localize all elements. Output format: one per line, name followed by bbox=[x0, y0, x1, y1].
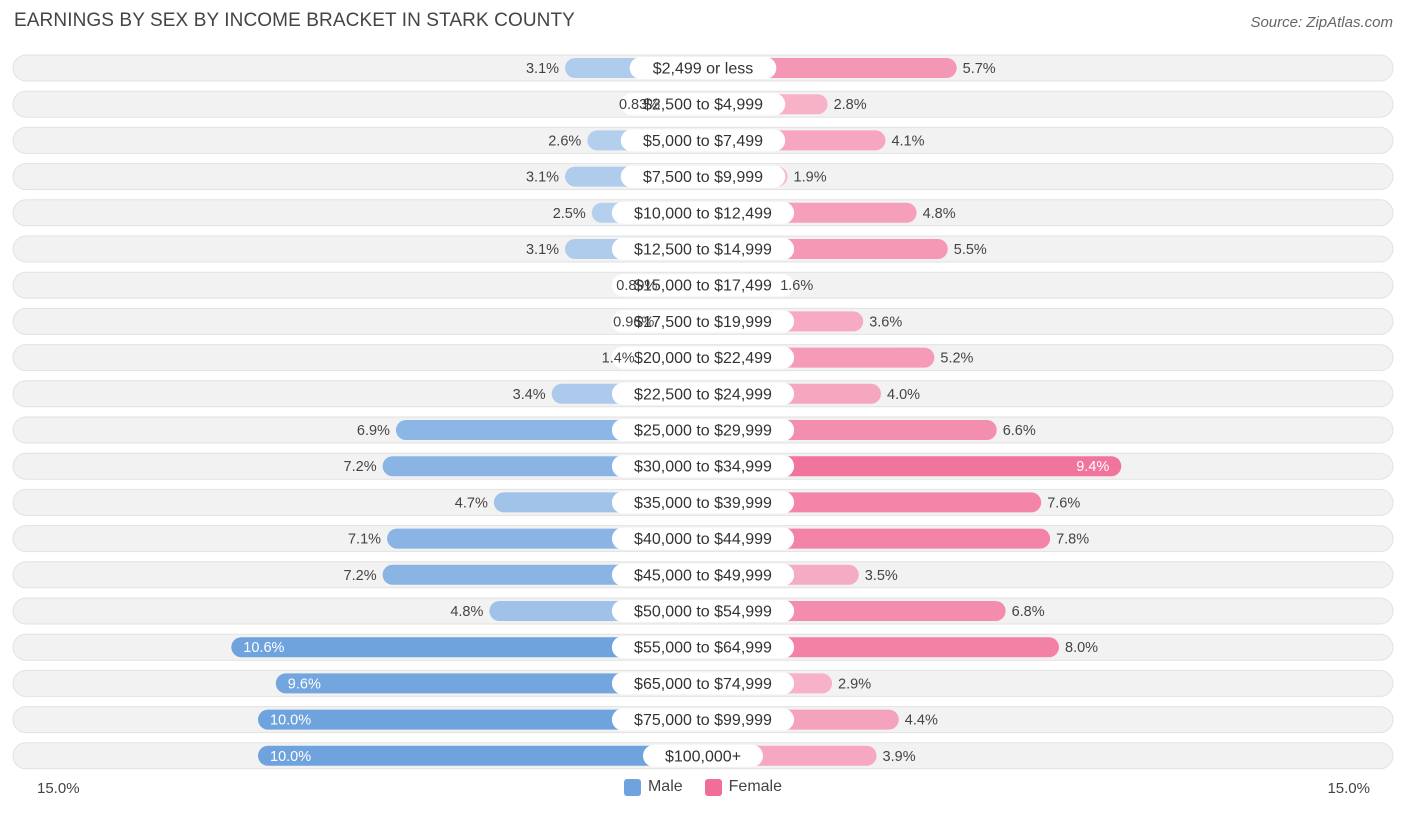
value-label-male: 3.1% bbox=[526, 242, 559, 258]
category-label: $45,000 to $49,999 bbox=[634, 567, 772, 584]
category-label: $55,000 to $64,999 bbox=[634, 640, 772, 657]
value-label-female: 4.4% bbox=[905, 713, 938, 729]
category-label: $40,000 to $44,999 bbox=[634, 531, 772, 548]
bar-male bbox=[258, 709, 703, 730]
axis-left-max-label: 15.0% bbox=[37, 780, 80, 797]
value-label-male: 10.6% bbox=[243, 640, 284, 656]
value-label-male: 6.9% bbox=[357, 423, 390, 439]
value-label-female: 2.9% bbox=[838, 676, 871, 692]
value-label-male: 0.96% bbox=[613, 314, 654, 330]
value-label-female: 3.6% bbox=[869, 314, 902, 330]
value-label-female: 1.6% bbox=[780, 278, 813, 294]
category-pill bbox=[643, 744, 763, 767]
value-label-male: 7.2% bbox=[344, 568, 377, 584]
category-label: $5,000 to $7,499 bbox=[643, 133, 763, 150]
value-label-female: 1.9% bbox=[794, 170, 827, 186]
value-label-female: 5.7% bbox=[963, 61, 996, 77]
bar-female bbox=[703, 456, 1122, 477]
category-label: $12,500 to $14,999 bbox=[634, 242, 772, 259]
category-label: $17,500 to $19,999 bbox=[634, 314, 772, 331]
chart-source: Source: ZipAtlas.com bbox=[1250, 14, 1393, 31]
category-label: $75,000 to $99,999 bbox=[634, 712, 772, 729]
value-label-female: 3.5% bbox=[865, 568, 898, 584]
value-label-female: 4.8% bbox=[923, 206, 956, 222]
category-label: $20,000 to $22,499 bbox=[634, 350, 772, 367]
category-pill bbox=[611, 310, 795, 333]
category-label: $100,000+ bbox=[665, 748, 741, 765]
category-pill bbox=[620, 165, 786, 188]
category-pill bbox=[611, 382, 795, 405]
category-label: $30,000 to $34,999 bbox=[634, 459, 772, 476]
value-label-male: 7.1% bbox=[348, 532, 381, 548]
category-pill bbox=[611, 636, 795, 659]
value-label-female: 4.0% bbox=[887, 387, 920, 403]
category-pill bbox=[620, 93, 786, 116]
value-label-female: 6.8% bbox=[1012, 604, 1045, 620]
bar-male bbox=[258, 745, 703, 766]
category-label: $15,000 to $17,499 bbox=[634, 278, 772, 295]
category-label: $22,500 to $24,999 bbox=[634, 386, 772, 403]
chart-title: EARNINGS BY SEX BY INCOME BRACKET IN STA… bbox=[14, 10, 575, 31]
category-pill bbox=[611, 672, 795, 695]
category-pill bbox=[611, 527, 795, 550]
value-label-male: 4.8% bbox=[450, 604, 483, 620]
category-label: $25,000 to $29,999 bbox=[634, 423, 772, 440]
value-label-male: 2.5% bbox=[553, 206, 586, 222]
value-label-female: 6.6% bbox=[1003, 423, 1036, 439]
category-label: $35,000 to $39,999 bbox=[634, 495, 772, 512]
category-label: $10,000 to $12,499 bbox=[634, 205, 772, 222]
value-label-female: 7.6% bbox=[1047, 495, 1080, 511]
legend-item-male[interactable]: Male bbox=[623, 778, 683, 796]
value-label-male: 10.0% bbox=[270, 713, 311, 729]
category-pill bbox=[611, 491, 795, 514]
value-label-female: 3.9% bbox=[883, 749, 916, 765]
value-label-male: 2.6% bbox=[548, 133, 581, 149]
category-label: $65,000 to $74,999 bbox=[634, 676, 772, 693]
category-pill bbox=[611, 238, 795, 260]
category-pill bbox=[629, 57, 777, 79]
value-label-male: 9.6% bbox=[288, 676, 321, 692]
value-label-female: 7.8% bbox=[1056, 532, 1089, 548]
legend-item-female[interactable]: Female bbox=[704, 778, 783, 796]
category-pill bbox=[611, 708, 795, 731]
value-label-female: 9.4% bbox=[1076, 459, 1109, 475]
category-label: $50,000 to $54,999 bbox=[634, 604, 772, 621]
value-label-female: 8.0% bbox=[1065, 640, 1098, 656]
category-pill bbox=[611, 600, 795, 622]
axis-right-max-label: 15.0% bbox=[1327, 780, 1370, 797]
value-label-male: 0.89% bbox=[616, 278, 657, 294]
value-label-female: 5.2% bbox=[940, 351, 973, 367]
bar-male bbox=[275, 673, 703, 694]
value-label-female: 4.1% bbox=[891, 133, 924, 149]
legend-label-male: Male bbox=[647, 778, 683, 795]
category-pill bbox=[611, 346, 795, 369]
legend: Male Female bbox=[0, 778, 1406, 796]
value-label-female: 5.5% bbox=[954, 242, 987, 258]
value-label-male: 7.2% bbox=[344, 459, 377, 475]
value-label-male: 10.0% bbox=[270, 749, 311, 765]
value-label-male: 3.1% bbox=[526, 170, 559, 186]
category-pill bbox=[611, 201, 795, 224]
category-pill bbox=[611, 563, 795, 586]
bar-male bbox=[231, 637, 704, 658]
category-pill bbox=[611, 455, 795, 478]
value-label-male: 3.1% bbox=[526, 61, 559, 77]
category-label: $7,500 to $9,999 bbox=[643, 169, 763, 186]
value-label-male: 3.4% bbox=[513, 387, 546, 403]
legend-label-female: Female bbox=[728, 778, 783, 795]
legend-swatch-male bbox=[623, 778, 641, 796]
value-label-male: 0.83% bbox=[619, 97, 660, 113]
value-label-female: 2.8% bbox=[834, 97, 867, 113]
category-pill bbox=[620, 129, 786, 152]
category-pill bbox=[611, 274, 795, 297]
value-label-male: 1.4% bbox=[602, 351, 635, 367]
legend-swatch-female bbox=[704, 778, 722, 796]
category-label: $2,499 or less bbox=[653, 61, 754, 78]
category-label: $2,500 to $4,999 bbox=[643, 97, 763, 114]
category-pill bbox=[611, 419, 795, 441]
value-label-male: 4.7% bbox=[455, 495, 488, 511]
